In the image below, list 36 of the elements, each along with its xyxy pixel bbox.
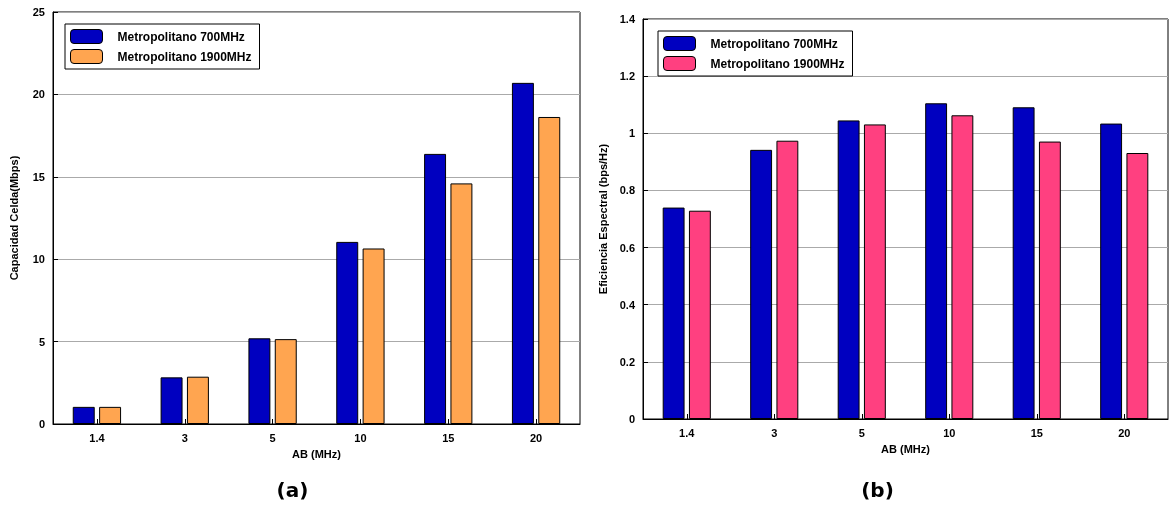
x-tick-label: 1.4 (89, 431, 106, 444)
x-axis-title: AB (MHz) (292, 447, 342, 460)
y-tick-label: 20 (32, 88, 45, 101)
text: (a) (275, 478, 310, 502)
y-tick-label: 1.2 (619, 70, 635, 83)
y-tick-label: 15 (32, 170, 45, 183)
x-axis-title: AB (MHz) (881, 442, 931, 455)
x-tick-label: 20 (529, 431, 543, 444)
y-axis-title: Eficiencia Espectral (bps/Hz) (597, 143, 610, 295)
x-tick-label: 1.4 (679, 426, 696, 439)
legend-label: Metropolitano 700MHz (710, 36, 838, 51)
x-tick-label: 20 (1118, 426, 1131, 439)
y-axis-title: Capacidad Celda(Mbps) (7, 155, 20, 281)
x-tick-label: 15 (442, 431, 455, 444)
x-tick-label: 5 (858, 426, 865, 439)
y-tick-label: 0.6 (619, 241, 635, 254)
x-tick-label: 5 (269, 431, 276, 444)
x-tick-label: 15 (1030, 426, 1043, 439)
y-tick-label: 0 (38, 418, 45, 430)
legend-label: Metropolitano 700MHz (117, 29, 245, 44)
x-tick-label: 10 (943, 426, 956, 439)
x-tick-label: 10 (354, 431, 367, 444)
y-tick-label: 0.4 (619, 298, 636, 311)
y-tick-label: 0.2 (619, 355, 635, 368)
text: (b) (860, 478, 895, 502)
y-tick-label: 10 (32, 253, 45, 266)
y-tick-label: 1 (628, 127, 635, 140)
y-tick-label: 0.8 (619, 184, 635, 197)
y-tick-label: 0 (628, 413, 635, 425)
x-tick-label: 3 (181, 431, 188, 444)
x-tick-label: 3 (771, 426, 778, 439)
y-tick-label: 5 (38, 335, 45, 348)
legend-label: Metropolitano 1900MHz (117, 49, 252, 64)
y-tick-label: 1.4 (619, 13, 636, 25)
legend-label: Metropolitano 1900MHz (710, 56, 845, 71)
y-tick-label: 25 (32, 6, 45, 18)
